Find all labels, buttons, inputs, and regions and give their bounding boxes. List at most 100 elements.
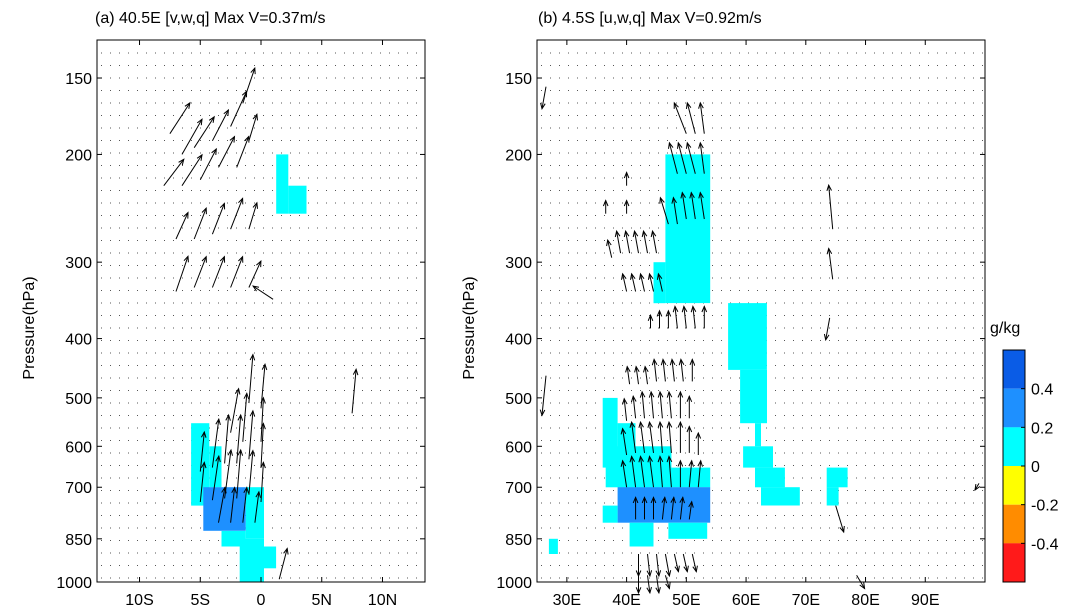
panel-b-ylabel: Pressure(hPa) bbox=[461, 276, 478, 379]
grid-dot bbox=[380, 427, 381, 429]
grid-dot bbox=[649, 440, 650, 441]
grid-dot bbox=[928, 502, 929, 504]
grid-dot bbox=[820, 327, 821, 329]
grid-dot bbox=[973, 90, 974, 91]
grid-dot bbox=[371, 127, 372, 129]
grid-dot bbox=[676, 402, 677, 404]
grid-dot bbox=[793, 227, 794, 229]
grid-dot bbox=[820, 415, 821, 416]
grid-dot bbox=[146, 165, 147, 166]
grid-dot bbox=[847, 515, 848, 516]
grid-dot bbox=[928, 327, 929, 329]
grid-dot bbox=[299, 452, 300, 454]
grid-dot bbox=[829, 240, 830, 241]
grid-dot bbox=[559, 227, 560, 229]
grid-dot bbox=[164, 152, 165, 154]
grid-dot bbox=[389, 202, 390, 204]
grid-dot bbox=[550, 190, 551, 191]
grid-dot bbox=[416, 165, 417, 166]
grid-dot bbox=[416, 490, 417, 491]
grid-dot bbox=[721, 290, 722, 291]
grid-dot bbox=[910, 440, 911, 441]
grid-dot bbox=[631, 102, 632, 104]
grid-dot bbox=[901, 165, 902, 166]
grid-dot bbox=[838, 115, 839, 116]
grid-dot bbox=[865, 152, 866, 154]
grid-dot bbox=[380, 290, 381, 291]
grid-dot bbox=[847, 527, 848, 529]
grid-dot bbox=[398, 465, 399, 466]
grid-dot bbox=[272, 127, 273, 129]
grid-dot bbox=[577, 402, 578, 404]
grid-dot bbox=[802, 377, 803, 379]
grid-dot bbox=[128, 227, 129, 229]
grid-dot bbox=[892, 552, 893, 554]
grid-dot bbox=[847, 440, 848, 441]
grid-dot bbox=[847, 340, 848, 341]
grid-dot bbox=[164, 315, 165, 316]
grid-dot bbox=[200, 227, 201, 229]
grid-dot bbox=[595, 452, 596, 454]
grid-dot bbox=[398, 302, 399, 304]
grid-dot bbox=[155, 565, 156, 566]
wind-vector bbox=[638, 455, 645, 488]
grid-dot bbox=[137, 102, 138, 104]
grid-dot bbox=[164, 340, 165, 341]
grid-dot bbox=[847, 577, 848, 579]
grid-dot bbox=[640, 427, 641, 429]
grid-dot bbox=[110, 477, 111, 479]
grid-dot bbox=[676, 552, 677, 554]
grid-dot bbox=[829, 415, 830, 416]
grid-dot bbox=[775, 390, 776, 391]
grid-dot bbox=[559, 415, 560, 416]
grid-dot bbox=[416, 290, 417, 291]
grid-dot bbox=[712, 152, 713, 154]
grid-dot bbox=[236, 102, 237, 104]
grid-dot bbox=[577, 77, 578, 79]
grid-dot bbox=[362, 327, 363, 329]
grid-dot bbox=[407, 240, 408, 241]
grid-dot bbox=[964, 415, 965, 416]
grid-dot bbox=[964, 390, 965, 391]
grid-dot bbox=[919, 515, 920, 516]
grid-dot bbox=[658, 190, 659, 191]
grid-dot bbox=[775, 552, 776, 554]
grid-dot bbox=[541, 140, 542, 141]
grid-dot bbox=[640, 252, 641, 254]
grid-dot bbox=[317, 302, 318, 304]
grid-dot bbox=[541, 340, 542, 341]
grid-dot bbox=[101, 127, 102, 129]
colorbar-bin bbox=[1003, 388, 1025, 428]
grid-dot bbox=[793, 315, 794, 316]
grid-dot bbox=[595, 552, 596, 554]
grid-dot bbox=[892, 277, 893, 279]
grid-dot bbox=[739, 290, 740, 291]
grid-dot bbox=[254, 352, 255, 354]
grid-dot bbox=[371, 402, 372, 404]
grid-dot bbox=[550, 327, 551, 329]
grid-dot bbox=[856, 115, 857, 116]
grid-dot bbox=[640, 240, 641, 241]
grid-dot bbox=[308, 165, 309, 166]
grid-dot bbox=[775, 265, 776, 266]
grid-dot bbox=[883, 240, 884, 241]
grid-dot bbox=[802, 302, 803, 304]
grid-dot bbox=[263, 340, 264, 341]
grid-dot bbox=[919, 240, 920, 241]
grid-dot bbox=[380, 377, 381, 379]
grid-dot bbox=[344, 115, 345, 116]
grid-dot bbox=[559, 390, 560, 391]
grid-dot bbox=[811, 77, 812, 79]
grid-dot bbox=[362, 315, 363, 316]
grid-dot bbox=[946, 402, 947, 404]
grid-dot bbox=[541, 377, 542, 379]
grid-dot bbox=[272, 515, 273, 516]
grid-dot bbox=[712, 52, 713, 54]
grid-dot bbox=[254, 140, 255, 141]
grid-dot bbox=[326, 440, 327, 441]
grid-dot bbox=[272, 502, 273, 504]
grid-dot bbox=[407, 77, 408, 79]
grid-dot bbox=[730, 265, 731, 266]
grid-dot bbox=[901, 252, 902, 254]
grid-dot bbox=[838, 327, 839, 329]
